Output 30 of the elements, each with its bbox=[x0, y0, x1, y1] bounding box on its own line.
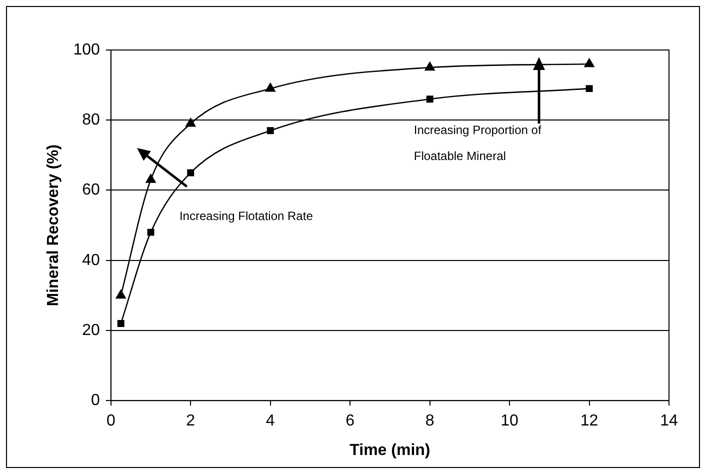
y-axis-title: Mineral Recovery (%) bbox=[45, 144, 62, 306]
point bbox=[187, 169, 194, 176]
x-tick-label: 6 bbox=[346, 412, 355, 430]
y-tick-label: 60 bbox=[82, 182, 100, 199]
x-tick-label: 2 bbox=[186, 412, 196, 430]
point bbox=[147, 228, 154, 236]
y-tick-label: 20 bbox=[82, 322, 100, 339]
point bbox=[586, 85, 593, 92]
point bbox=[426, 96, 434, 103]
x-tick-label: 10 bbox=[500, 412, 519, 430]
annotation: Increasing Flotation Rate bbox=[179, 208, 314, 223]
point bbox=[117, 320, 124, 327]
y-tick-label: 100 bbox=[73, 41, 100, 58]
x-tick-label: 14 bbox=[660, 412, 678, 430]
point bbox=[266, 127, 274, 134]
point bbox=[116, 290, 126, 299]
y-tick-label: 80 bbox=[82, 112, 100, 129]
x-tick-label: 8 bbox=[425, 412, 434, 430]
point bbox=[424, 62, 435, 71]
point bbox=[265, 82, 276, 92]
x-tick-label: 12 bbox=[580, 412, 598, 430]
y-tick-label: 40 bbox=[82, 252, 100, 269]
y-tick-label: 0 bbox=[90, 392, 100, 410]
point bbox=[584, 58, 594, 68]
point bbox=[146, 174, 156, 183]
x-tick-label: 0 bbox=[106, 412, 116, 430]
annotation: Increasing Proportion of Floatable Mineral bbox=[414, 122, 542, 164]
x-tick-label: 4 bbox=[266, 412, 275, 430]
point bbox=[186, 118, 196, 127]
x-axis-title: Time (min) bbox=[350, 442, 430, 459]
